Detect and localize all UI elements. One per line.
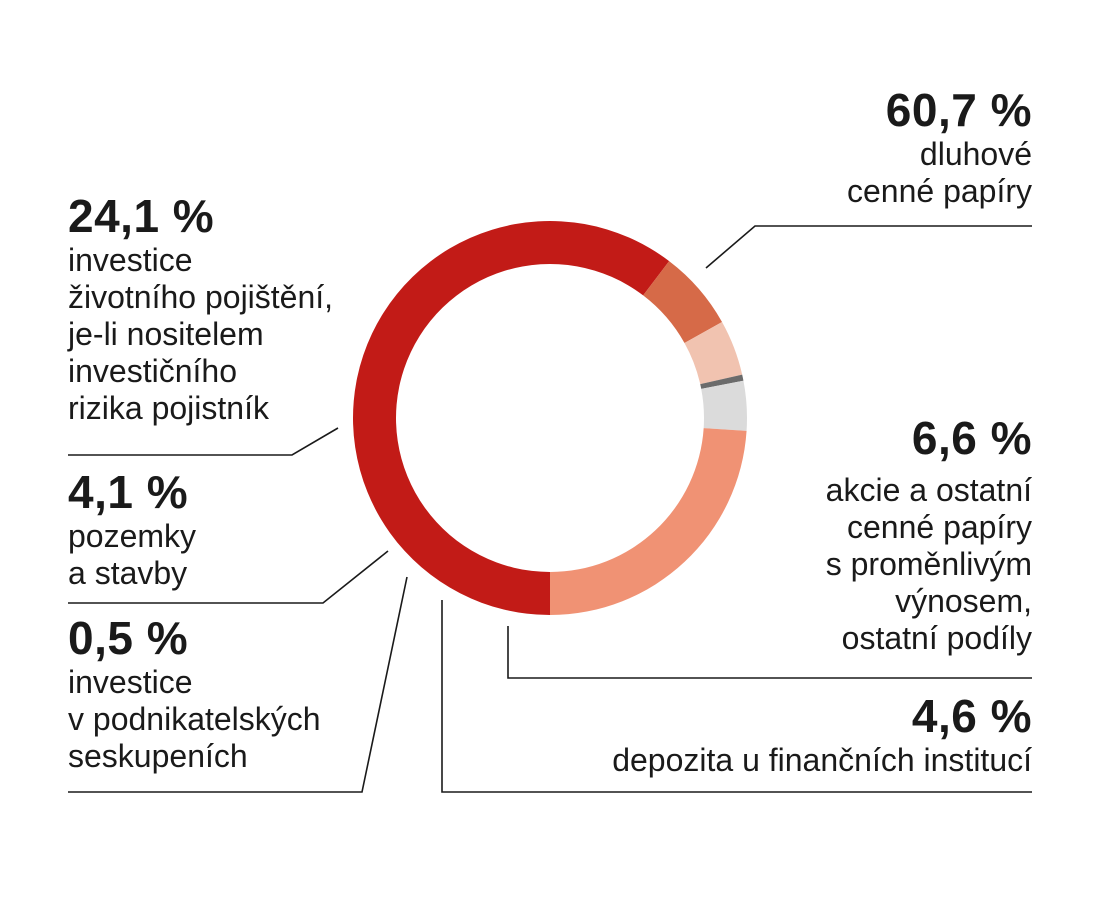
pct-group-investments: 0,5 % [68, 612, 189, 664]
desc-life-insurance-line5: rizika pojistník [68, 390, 269, 426]
pct-deposits: 4,6 % [911, 690, 1032, 742]
desc-life-insurance-line2: životního pojištění, [68, 279, 334, 315]
pct-life-insurance: 24,1 % [68, 190, 215, 242]
desc-equities-line1: akcie a ostatní [825, 472, 1032, 508]
slice-land-buildings [701, 380, 747, 431]
label-debt-securities: 60,7 % dluhové cenné papíry [847, 84, 1032, 210]
desc-life-insurance-line4: investičního [68, 353, 237, 389]
pct-equities: 6,6 % [911, 412, 1032, 464]
desc-group-investments-line3: seskupeních [68, 738, 248, 774]
label-group-investments: 0,5 % investice v podnikatelských seskup… [68, 612, 321, 775]
label-deposits: 4,6 % depozita u finančních institucí [612, 690, 1032, 779]
pct-land-buildings: 4,1 % [68, 466, 189, 518]
pct-debt-securities: 60,7 % [885, 84, 1032, 136]
slice-group-investments [700, 374, 744, 389]
leader-equities [507, 626, 1032, 679]
desc-debt-securities-line1: dluhové [919, 136, 1032, 172]
label-land-buildings: 4,1 % pozemky a stavby [68, 466, 196, 592]
desc-equities-line2: cenné papíry [846, 509, 1032, 545]
desc-life-insurance-line3: je-li nositelem [68, 316, 264, 352]
leader-group-investments [68, 576, 408, 793]
desc-debt-securities-line2: cenné papíry [846, 173, 1032, 209]
desc-group-investments-line1: investice [68, 664, 193, 700]
label-equities: 6,6 % akcie a ostatní cenné papíry s pro… [826, 412, 1032, 657]
desc-life-insurance-line1: investice [68, 242, 193, 278]
desc-land-buildings-line2: a stavby [68, 555, 188, 591]
desc-equities-line4: výnosem, [895, 583, 1032, 619]
desc-equities-line3: s proměnlivým [825, 546, 1032, 582]
leader-deposits [441, 600, 1032, 793]
slice-equities [643, 261, 723, 343]
slice-life-insurance-investments [550, 428, 747, 615]
slice-deposits [684, 321, 743, 385]
leader-debt-securities [705, 225, 1032, 269]
slice-debt-securities [352, 220, 670, 615]
desc-equities-line5: ostatní podíly [841, 620, 1032, 656]
leader-life-insurance [68, 427, 339, 456]
donut-slices [352, 220, 747, 615]
leader-land-buildings [68, 550, 389, 604]
label-life-insurance: 24,1 % investice životního pojištění, je… [68, 190, 333, 427]
desc-group-investments-line2: v podnikatelských [68, 701, 321, 737]
desc-deposits-line1: depozita u finančních institucí [612, 742, 1032, 778]
leader-lines [68, 225, 1032, 793]
desc-land-buildings-line1: pozemky [68, 518, 197, 554]
